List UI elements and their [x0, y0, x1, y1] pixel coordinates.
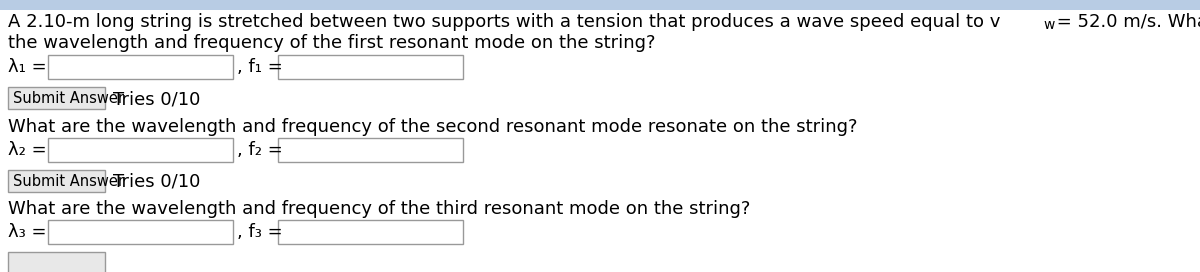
FancyBboxPatch shape: [278, 138, 463, 162]
FancyBboxPatch shape: [8, 170, 106, 192]
Text: What are the wavelength and frequency of the third resonant mode on the string?: What are the wavelength and frequency of…: [8, 200, 750, 218]
Text: Submit Answer: Submit Answer: [13, 91, 124, 106]
Text: λ₂ =: λ₂ =: [8, 141, 47, 159]
FancyBboxPatch shape: [278, 220, 463, 244]
FancyBboxPatch shape: [8, 252, 106, 272]
FancyBboxPatch shape: [278, 55, 463, 79]
FancyBboxPatch shape: [48, 220, 233, 244]
Text: w: w: [1043, 18, 1055, 32]
Text: Tries 0/10: Tries 0/10: [113, 90, 200, 108]
Text: the wavelength and frequency of the first resonant mode on the string?: the wavelength and frequency of the firs…: [8, 34, 655, 52]
Text: Submit Answer: Submit Answer: [13, 174, 124, 189]
FancyBboxPatch shape: [48, 55, 233, 79]
FancyBboxPatch shape: [0, 0, 1200, 10]
Text: What are the wavelength and frequency of the second resonant mode resonate on th: What are the wavelength and frequency of…: [8, 118, 858, 136]
Text: Tries 0/10: Tries 0/10: [113, 173, 200, 191]
Text: , f₂ =: , f₂ =: [238, 141, 283, 159]
FancyBboxPatch shape: [8, 87, 106, 109]
Text: λ₃ =: λ₃ =: [8, 223, 47, 241]
Text: , f₃ =: , f₃ =: [238, 223, 283, 241]
Text: λ₁ =: λ₁ =: [8, 58, 47, 76]
Text: , f₁ =: , f₁ =: [238, 58, 283, 76]
Text: A 2.10-m long string is stretched between two supports with a tension that produ: A 2.10-m long string is stretched betwee…: [8, 13, 1001, 31]
FancyBboxPatch shape: [48, 138, 233, 162]
Text: = 52.0 m/s. What are: = 52.0 m/s. What are: [1051, 13, 1200, 31]
